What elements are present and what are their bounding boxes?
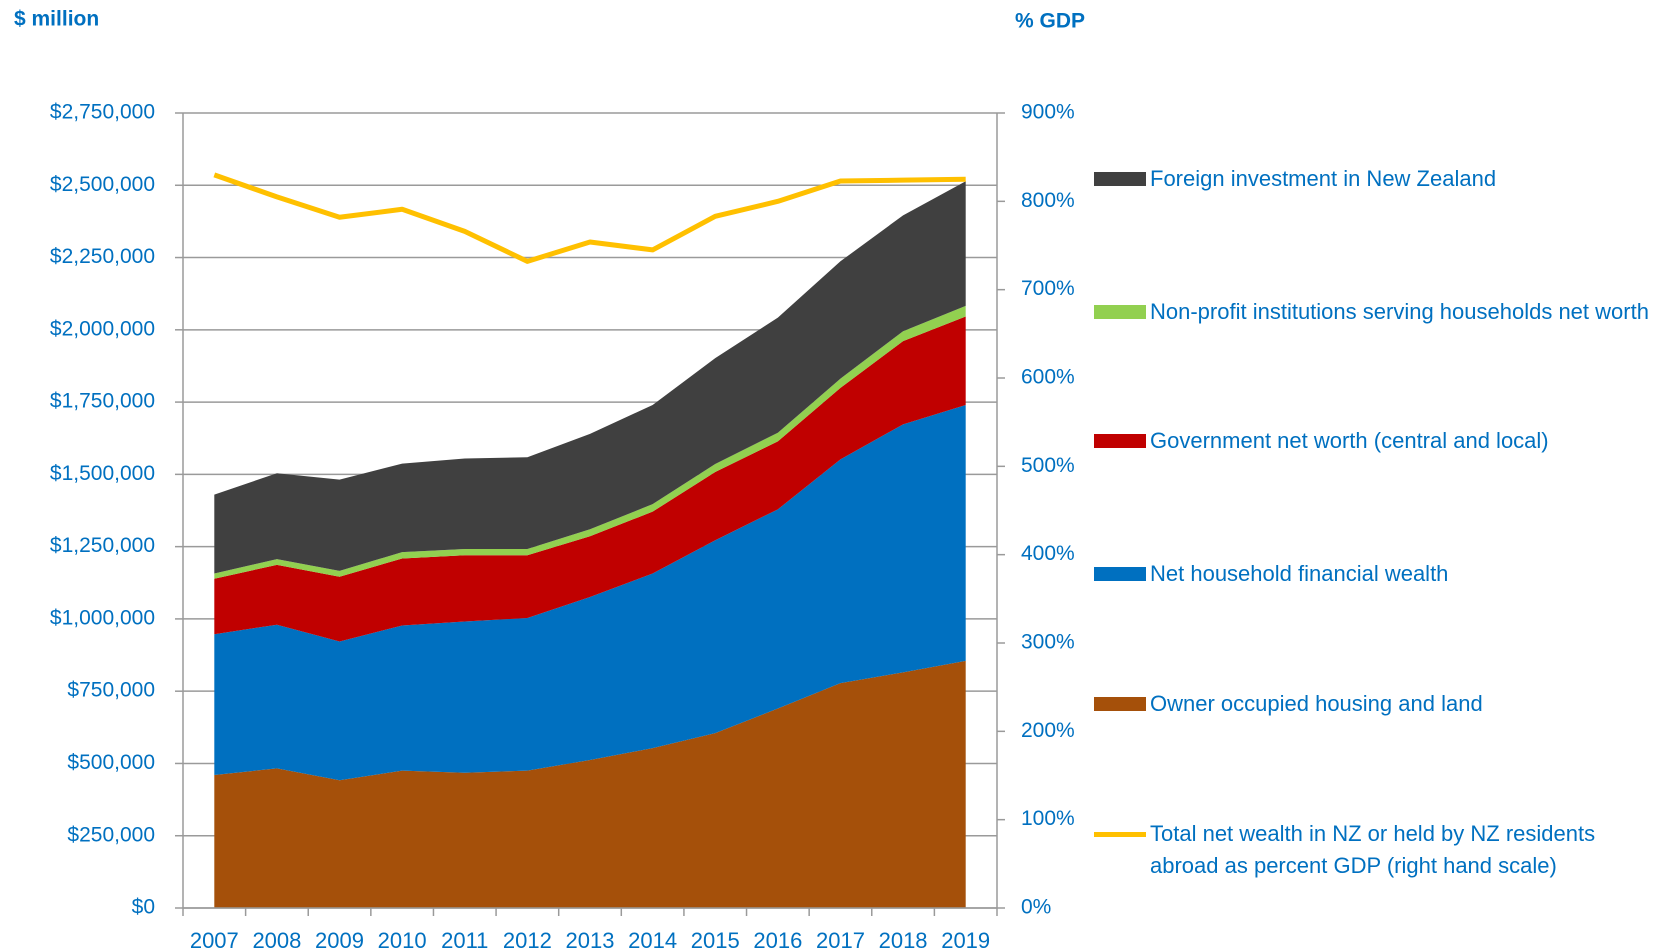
y2-axis-title: % GDP <box>1015 10 1085 33</box>
legend-swatch <box>1094 434 1146 448</box>
area-series <box>214 316 966 642</box>
y-tick-label: $250,000 <box>67 823 155 846</box>
legend-label: Total net wealth in NZ or held by NZ res… <box>1150 821 1596 878</box>
y-tick-label: $1,750,000 <box>50 390 155 413</box>
x-tick-label: 2010 <box>378 928 427 949</box>
y-tick-label: $2,500,000 <box>50 173 155 196</box>
y-tick-label: $1,250,000 <box>50 534 155 557</box>
area-series <box>214 660 966 908</box>
legend-label: Government net worth (central and local) <box>1150 428 1549 453</box>
x-tick-label: 2018 <box>879 928 928 949</box>
y2-tick-label: 900% <box>1021 101 1075 124</box>
x-tick-label: 2008 <box>252 928 301 949</box>
y2-tick-label: 400% <box>1021 542 1075 565</box>
legend-swatch <box>1094 567 1146 581</box>
legend-label: Net household financial wealth <box>1150 561 1449 586</box>
y2-tick-label: 500% <box>1021 454 1075 477</box>
x-tick-label: 2017 <box>816 928 865 949</box>
y2-tick-label: 700% <box>1021 277 1075 300</box>
x-tick-label: 2014 <box>628 928 677 949</box>
area-series <box>214 404 966 781</box>
legend-swatch <box>1094 832 1146 837</box>
x-tick-label: 2015 <box>691 928 740 949</box>
y-tick-label: $0 <box>132 896 155 919</box>
x-tick-label: 2013 <box>566 928 615 949</box>
y2-tick-label: 0% <box>1021 896 1051 919</box>
y-tick-label: $1,500,000 <box>50 462 155 485</box>
x-tick-label: 2012 <box>503 928 552 949</box>
legend-label: Foreign investment in New Zealand <box>1150 166 1497 191</box>
y2-tick-label: 300% <box>1021 631 1075 654</box>
legend-swatch <box>1094 305 1146 319</box>
x-tick-label: 2016 <box>753 928 802 949</box>
y-tick-label: $2,000,000 <box>50 317 155 340</box>
y2-tick-label: 600% <box>1021 366 1075 389</box>
y-tick-label: $1,000,000 <box>50 606 155 629</box>
x-tick-label: 2009 <box>315 928 364 949</box>
y-axis-title: $ million <box>14 8 99 31</box>
legend-label: Owner occupied housing and land <box>1150 691 1483 716</box>
x-tick-label: 2019 <box>941 928 990 949</box>
y-tick-label: $2,250,000 <box>50 245 155 268</box>
line-series <box>213 172 966 264</box>
y-tick-label: $500,000 <box>67 751 155 774</box>
y-tick-label: $2,750,000 <box>50 101 155 124</box>
y2-tick-label: 800% <box>1021 189 1075 212</box>
y2-tick-label: 100% <box>1021 807 1075 830</box>
legend-swatch <box>1094 172 1146 186</box>
legend-swatch <box>1094 697 1146 711</box>
area-series <box>214 181 966 574</box>
y2-tick-label: 200% <box>1021 719 1075 742</box>
x-tick-label: 2011 <box>441 928 488 949</box>
legend-label: Non-profit institutions serving househol… <box>1150 299 1649 324</box>
y-tick-label: $750,000 <box>67 679 155 702</box>
x-tick-label: 2007 <box>190 928 239 949</box>
